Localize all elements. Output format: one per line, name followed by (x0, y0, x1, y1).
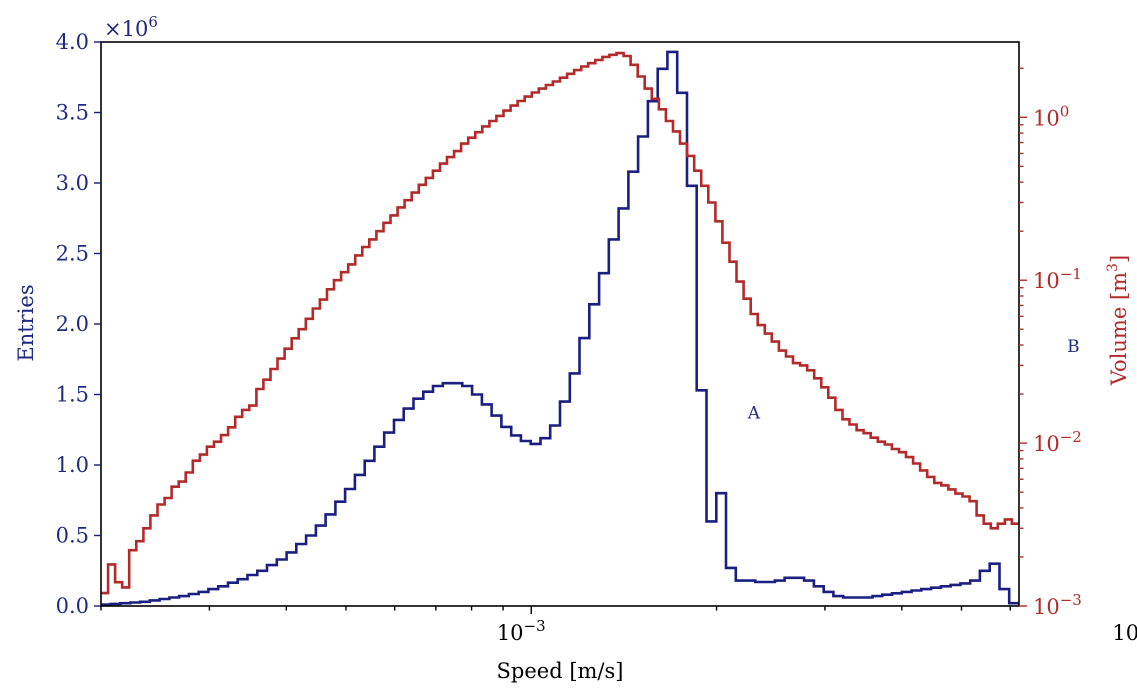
peak-label-b: B (1067, 337, 1080, 357)
left-tick-label: 0.0 (56, 594, 89, 618)
left-axis: 0.0 0.5 1.0 1.5 2.0 2.5 3.0 3.5 4.0 (56, 30, 101, 618)
right-tick-label: 10−2 (1033, 428, 1082, 456)
left-axis-label: Entries (14, 284, 38, 361)
peak-label-a: A (747, 403, 761, 423)
left-tick-label: 2.0 (56, 312, 89, 336)
left-axis-multiplier: ×106 (104, 13, 158, 41)
x-tick-label: 10−3 (497, 617, 546, 645)
x-axis: 10−3 10−2 (100, 606, 1137, 645)
left-tick-label: 4.0 (56, 30, 89, 54)
left-tick-label: 3.0 (56, 171, 89, 195)
series-layer (101, 50, 1019, 606)
series-volume-line (101, 51, 1019, 595)
right-tick-label: 10−3 (1033, 591, 1082, 619)
left-tick-label: 3.5 (56, 101, 89, 125)
right-axis: 10−3 10−2 10−1 100 (1019, 67, 1082, 619)
left-tick-label: 0.5 (56, 524, 89, 548)
left-tick-label: 2.5 (56, 242, 89, 266)
left-tick-label: 1.5 (56, 383, 89, 407)
peak-annotations: ABCD (747, 337, 1080, 423)
right-tick-label: 100 (1033, 102, 1069, 130)
series-entries-line (101, 50, 1019, 606)
left-tick-label: 1.0 (56, 453, 89, 477)
plot-frame (100, 41, 1020, 607)
x-tick-label: 10−2 (1112, 617, 1137, 645)
x-axis-label: Speed [m/s] (497, 659, 624, 683)
right-tick-label: 10−1 (1033, 265, 1082, 293)
right-axis-label: Volume [m3] (1105, 255, 1131, 386)
